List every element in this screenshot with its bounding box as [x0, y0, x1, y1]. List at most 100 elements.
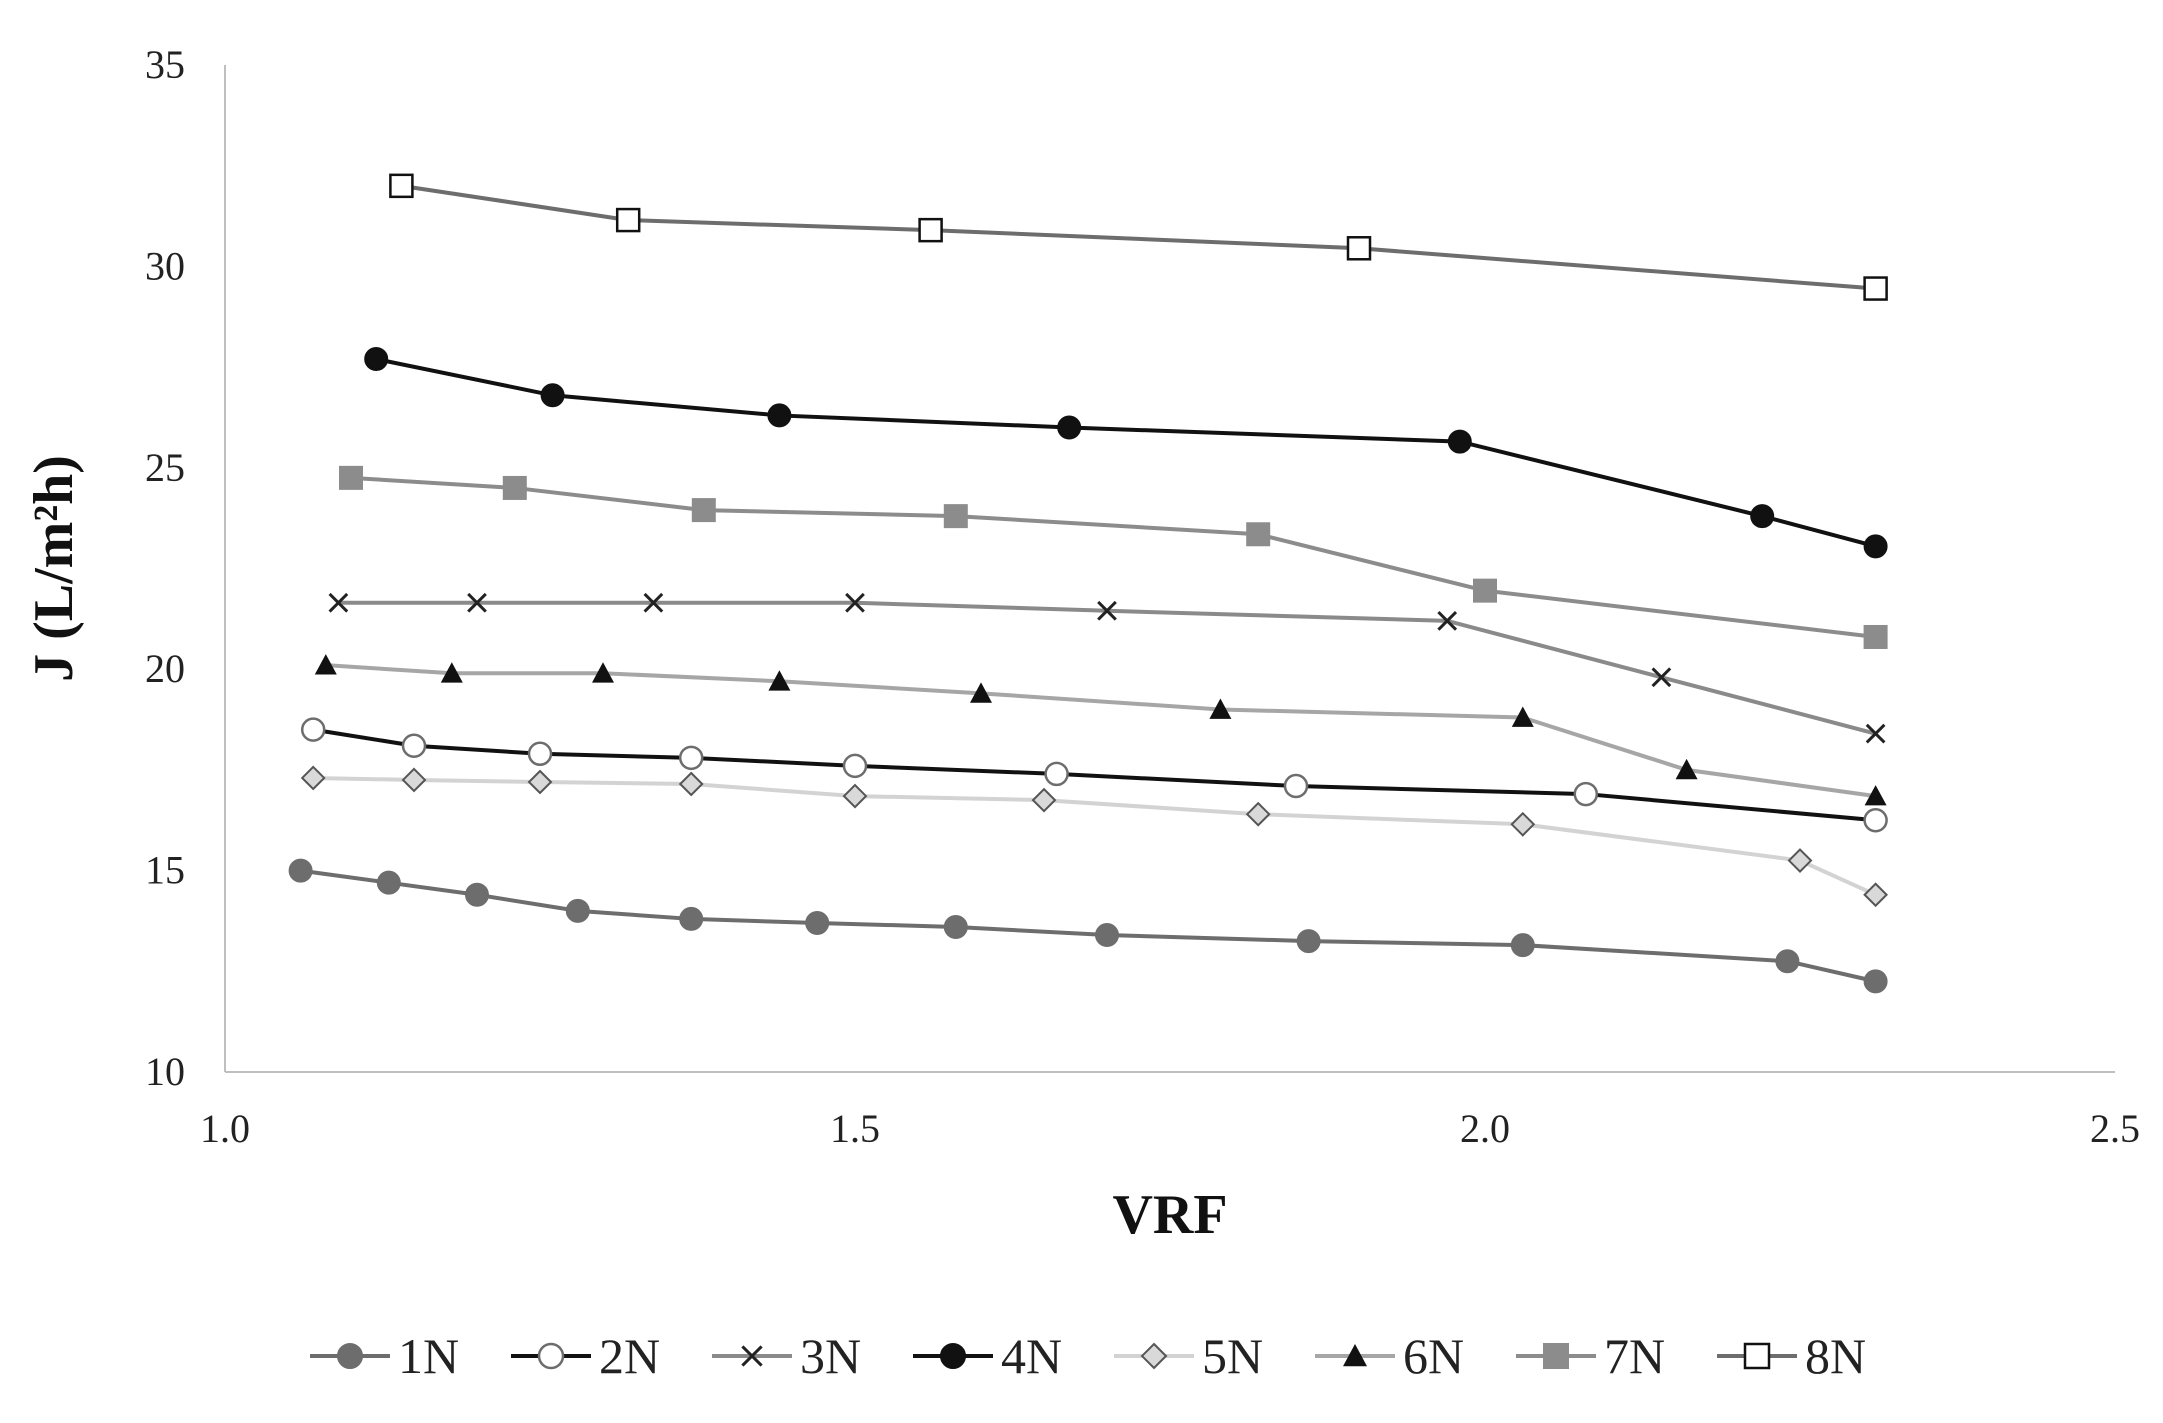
- x-tick-label: 2.5: [2090, 1106, 2140, 1151]
- x-tick-label: 1.5: [830, 1106, 880, 1151]
- series-2N-point-marker: [1863, 808, 1888, 833]
- series-7N-point-marker: [1473, 578, 1497, 603]
- series-3N-point-marker-stroke: [467, 592, 487, 613]
- series-2N-point-marker: [678, 745, 704, 771]
- series-3N-point-marker: [1437, 611, 1458, 631]
- series-6N-point-marker: [440, 662, 463, 683]
- legend-3N-marker: [741, 1345, 763, 1367]
- series-2N-line: [312, 727, 1876, 823]
- series-5N-point-marker: [678, 771, 704, 797]
- series-6N-point-marker: [1209, 698, 1232, 719]
- series-1N-point-marker: [565, 898, 590, 923]
- series-8N-point-marker: [1863, 276, 1888, 301]
- series-3N-point-marker: [1651, 667, 1672, 688]
- series-4N-point-marker: [540, 383, 565, 408]
- y-axis-title: J (L/m²h): [23, 455, 85, 682]
- series-3N-point-marker: [845, 592, 865, 613]
- x-tick-label: 1.0: [200, 1106, 250, 1151]
- series-1N-point-marker: [943, 914, 968, 939]
- legend-6N-marker: [1343, 1344, 1367, 1367]
- legend: 1N 2N 3N 4N 5N 6N 7N 8N: [310, 1328, 1866, 1384]
- series-7N: [339, 465, 1888, 649]
- series-1N-point-marker: [679, 906, 704, 931]
- series-4N-point-marker: [767, 403, 792, 428]
- x-tick-label: 2.0: [1460, 1106, 1510, 1151]
- series-1N-point-marker: [805, 910, 830, 935]
- axes: [224, 65, 2115, 1073]
- series-7N-point-marker: [502, 475, 527, 500]
- series-5N: [300, 765, 1889, 908]
- y-tick-labels: 10 15 20 25 30 35: [145, 42, 185, 1094]
- series-8N-point-marker: [615, 207, 641, 233]
- series-2N: [300, 717, 1888, 833]
- series-8N-line: [401, 183, 1876, 291]
- series-4N-point-marker: [364, 347, 389, 372]
- series-1N-point-marker: [465, 882, 489, 907]
- y-tick-label: 30: [145, 243, 185, 288]
- series-2N-point-marker: [1283, 773, 1309, 799]
- y-tick-label: 15: [145, 848, 185, 893]
- series-1N-point-marker: [1775, 949, 1800, 974]
- series-4N-line: [375, 357, 1877, 549]
- series-7N-point-marker: [943, 504, 968, 529]
- x-tick-labels: 1.0 1.5 2.0 2.5: [200, 1106, 2140, 1151]
- series-3N-point-marker: [467, 592, 487, 613]
- series-4N-point-marker: [1863, 534, 1888, 559]
- legend-8N-marker: [1743, 1342, 1771, 1370]
- series-5N-point-marker: [1031, 787, 1057, 813]
- legend-3N-marker-stroke: [741, 1345, 763, 1367]
- series-2N-point-marker: [1044, 761, 1069, 787]
- y-tick-label: 25: [145, 445, 185, 490]
- series-3N-line: [338, 600, 1877, 736]
- series-2N-point-marker: [527, 741, 553, 767]
- series-5N-point-marker: [1863, 882, 1889, 908]
- series-7N-line: [350, 475, 1876, 639]
- series-5N-point-marker: [1245, 801, 1271, 827]
- series-4N: [364, 347, 1888, 559]
- legend-item-1N: 1N: [310, 1328, 459, 1384]
- series-6N: [314, 654, 1887, 806]
- series-8N-point-marker: [918, 217, 943, 243]
- series-4N-point-marker: [1057, 415, 1082, 440]
- series-8N-point-marker: [1346, 236, 1372, 261]
- series-3N-point-marker: [643, 592, 664, 613]
- legend-item-6N: 6N: [1315, 1328, 1464, 1384]
- legend-item-5N: 5N: [1114, 1328, 1263, 1384]
- series-6N-point-marker: [970, 682, 992, 703]
- series-1N-point-marker: [1296, 929, 1321, 954]
- series-4N-point-marker: [1750, 504, 1775, 529]
- series-6N-point-marker: [1864, 785, 1887, 806]
- series-5N-point-marker: [401, 767, 427, 793]
- series-1N-line: [300, 868, 1877, 984]
- legend-item-8N: 8N: [1717, 1328, 1866, 1384]
- series-6N-point-marker: [1511, 706, 1534, 727]
- series-5N-point-marker: [527, 769, 553, 795]
- legend-label: 3N: [800, 1328, 861, 1384]
- series-2N-point-marker: [842, 753, 868, 779]
- series-8N-point-marker: [389, 173, 414, 199]
- series-3N-point-marker-stroke: [1865, 723, 1886, 744]
- legend-1N-marker: [337, 1343, 363, 1369]
- series-2N-point-marker: [300, 717, 326, 742]
- legend-7N-marker: [1543, 1343, 1569, 1369]
- series-3N-point-marker-stroke: [328, 592, 349, 613]
- series-3N-point-marker: [328, 592, 349, 613]
- y-tick-label: 35: [145, 42, 185, 87]
- series-4N-point-marker: [1447, 429, 1472, 454]
- legend-label: 6N: [1403, 1328, 1464, 1384]
- series-1N-point-marker: [1863, 969, 1888, 994]
- y-tick-label: 10: [145, 1049, 185, 1094]
- legend-label: 5N: [1202, 1328, 1263, 1384]
- legend-label: 4N: [1001, 1328, 1062, 1384]
- series-7N-point-marker: [1246, 522, 1271, 547]
- series-3N-point-marker-stroke: [845, 592, 865, 613]
- series-6N-point-marker: [1675, 758, 1698, 780]
- x-axis-title: VRF: [1112, 1184, 1227, 1246]
- series-5N-point-marker: [842, 783, 868, 809]
- legend-4N-marker: [940, 1343, 966, 1369]
- series-1N-point-marker: [1095, 923, 1119, 948]
- series-6N-point-marker: [314, 654, 337, 675]
- series-layer: [288, 173, 1889, 994]
